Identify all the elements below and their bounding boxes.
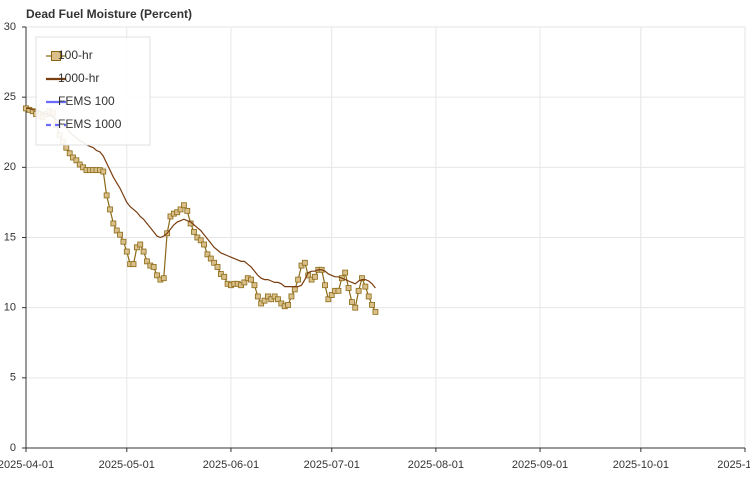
- data-point: [335, 287, 342, 294]
- legend-label: 100-hr: [58, 48, 93, 62]
- data-point: [214, 264, 221, 270]
- y-tick-label: 0: [10, 442, 16, 454]
- data-point: [191, 228, 197, 235]
- legend-label: FEMS 1000: [58, 117, 122, 131]
- data-point: [201, 241, 207, 248]
- x-tick-label: 2025-07-01: [304, 459, 360, 471]
- data-point: [110, 220, 117, 227]
- data-point: [177, 206, 184, 213]
- data-point: [63, 144, 70, 151]
- legend: 100-hr 1000-hr FEMS 100 FEMS 1000: [35, 36, 151, 146]
- data-point: [254, 293, 261, 300]
- data-point: [140, 248, 147, 255]
- data-point: [73, 157, 80, 164]
- data-point: [251, 282, 258, 289]
- data-point: [154, 272, 160, 279]
- data-point: [144, 258, 150, 265]
- data-point: [197, 237, 204, 244]
- data-point: [248, 276, 255, 283]
- data-point: [288, 293, 295, 300]
- data-point: [120, 238, 127, 245]
- x-tick-label: 2025-06-01: [203, 459, 259, 471]
- data-point: [221, 273, 228, 280]
- data-point: [365, 293, 372, 300]
- data-point: [275, 296, 281, 303]
- y-tick-label: 25: [4, 91, 16, 103]
- data-point: [107, 206, 113, 213]
- x-tick-label: 2025-09-01: [512, 459, 568, 471]
- data-point: [204, 251, 211, 258]
- data-point: [130, 261, 137, 268]
- y-tick-label: 10: [4, 302, 16, 314]
- data-point: [184, 207, 191, 214]
- legend-marker: [51, 51, 61, 61]
- data-point: [137, 241, 144, 248]
- data-point: [103, 192, 110, 199]
- x-tick-label: 2025-10-01: [613, 459, 669, 471]
- x-tick-label: 2025-11-01: [717, 459, 750, 471]
- x-tick-label: 2025-05-01: [99, 459, 155, 471]
- data-point: [160, 275, 167, 282]
- data-point: [181, 202, 187, 209]
- data-point: [261, 297, 268, 304]
- legend-label: 1000-hr: [58, 71, 99, 85]
- data-point: [322, 282, 328, 289]
- data-point: [352, 304, 359, 311]
- chart-title: Dead Fuel Moisture (Percent): [26, 7, 192, 21]
- data-point: [66, 150, 73, 157]
- data-point: [241, 279, 248, 286]
- legend-label: FEMS 100: [58, 94, 115, 108]
- data-point: [369, 301, 375, 308]
- x-tick-label: 2025-04-01: [0, 459, 54, 471]
- data-point: [150, 264, 157, 270]
- data-point: [345, 285, 352, 291]
- y-tick-label: 30: [4, 21, 16, 33]
- data-point: [355, 287, 362, 294]
- data-point: [325, 296, 332, 303]
- y-tick-label: 15: [4, 231, 16, 243]
- data-point: [301, 259, 308, 266]
- data-point: [342, 269, 349, 276]
- data-point: [117, 231, 123, 238]
- data-point: [207, 255, 214, 262]
- data-point: [211, 259, 218, 266]
- data-point: [349, 299, 355, 305]
- y-tick-label: 20: [4, 161, 16, 173]
- data-point: [372, 308, 379, 315]
- data-point: [359, 275, 365, 282]
- data-point: [123, 248, 130, 255]
- y-tick-label: 5: [10, 372, 16, 384]
- data-point: [100, 168, 107, 175]
- data-point: [285, 301, 291, 308]
- data-point: [291, 286, 298, 293]
- data-point: [328, 292, 335, 298]
- x-tick-label: 2025-08-01: [408, 459, 464, 471]
- data-point: [362, 283, 369, 290]
- data-point: [113, 227, 120, 234]
- data-point: [312, 273, 318, 280]
- data-point: [295, 276, 302, 283]
